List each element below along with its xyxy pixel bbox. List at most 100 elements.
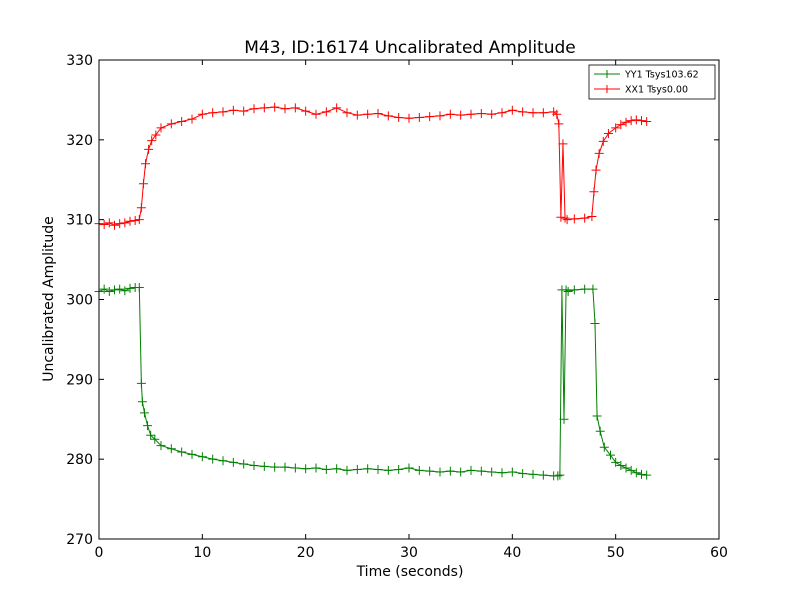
data-point: [138, 179, 148, 189]
data-point: [599, 442, 609, 452]
x-tick-label: 0: [95, 545, 104, 561]
data-point: [120, 218, 130, 228]
data-point: [642, 470, 652, 480]
data-point: [363, 464, 373, 474]
data-point: [538, 470, 548, 480]
data-point: [156, 441, 166, 451]
data-point: [290, 103, 300, 113]
data-point: [518, 107, 528, 117]
data-point: [631, 115, 641, 125]
data-point: [134, 283, 144, 293]
data-point: [538, 108, 548, 118]
data-point: [561, 285, 571, 295]
data-point: [497, 108, 507, 118]
data-point: [311, 109, 321, 119]
x-tick-label: 20: [297, 545, 315, 561]
data-point: [588, 284, 598, 294]
data-point: [259, 103, 269, 113]
data-point: [139, 408, 149, 418]
data-point: [556, 212, 566, 222]
data-point: [466, 109, 476, 119]
data-point: [589, 187, 599, 197]
data-point: [321, 107, 331, 117]
data-point: [587, 211, 597, 221]
data-point: [110, 220, 119, 230]
data-point: [147, 136, 157, 146]
y-tick-label: 280: [66, 452, 93, 468]
data-point: [321, 465, 331, 475]
data-point: [611, 457, 621, 467]
data-point: [373, 465, 383, 475]
data-point: [394, 465, 404, 475]
data-point: [166, 119, 176, 129]
y-tick-label: 270: [66, 532, 93, 548]
data-point: [606, 450, 615, 460]
data-point: [466, 465, 476, 475]
data-point: [414, 465, 424, 475]
data-point: [301, 106, 311, 116]
x-tick-label: 40: [503, 545, 521, 561]
data-point: [146, 430, 156, 440]
data-point: [595, 426, 605, 436]
data-point: [569, 285, 579, 295]
axis-ticks: [98, 59, 720, 540]
data-point: [150, 434, 160, 444]
y-tick-label: 330: [66, 53, 93, 69]
data-point: [598, 136, 608, 146]
data-point: [115, 284, 125, 294]
y-axis-title: Uncalibrated Amplitude: [41, 216, 57, 382]
legend: YY1 Tsys103.62 XX1 Tsys0.00: [588, 64, 716, 100]
data-point: [115, 219, 125, 229]
data-point: [218, 456, 228, 466]
data-point: [363, 109, 373, 119]
data-point: [301, 464, 311, 474]
data-point: [120, 286, 130, 296]
data-point: [99, 284, 109, 294]
data-point: [197, 452, 207, 462]
data-point: [187, 114, 197, 124]
y-tick-label: 290: [66, 372, 93, 388]
data-point: [553, 471, 563, 481]
data-point: [259, 461, 269, 471]
data-point: [637, 116, 646, 126]
data-point: [425, 112, 435, 122]
y-tick-label: 320: [66, 133, 93, 149]
data-point: [228, 105, 238, 115]
data-point: [239, 106, 249, 116]
series-layer: [94, 102, 652, 481]
data-point: [563, 287, 573, 297]
x-tick-label: 30: [400, 545, 418, 561]
x-tick-label: 50: [607, 545, 625, 561]
data-point: [311, 463, 321, 473]
data-point: [435, 467, 445, 477]
data-point: [280, 462, 290, 472]
data-point: [104, 287, 114, 297]
data-point: [130, 215, 140, 225]
data-point: [445, 466, 455, 476]
data-point: [373, 108, 383, 118]
data-point: [187, 449, 197, 459]
legend-marker: [603, 85, 611, 93]
data-point: [456, 467, 466, 477]
data-point: [239, 459, 249, 469]
data-point: [197, 109, 207, 119]
data-point: [249, 104, 259, 114]
data-point: [621, 117, 631, 127]
data-point: [332, 103, 342, 113]
data-point: [208, 454, 218, 464]
data-point: [270, 102, 280, 112]
data-point: [99, 219, 109, 229]
data-point: [616, 120, 626, 130]
data-point: [487, 109, 497, 119]
data-point: [611, 123, 621, 133]
x-axis-title: Time (seconds): [356, 564, 464, 580]
legend-label: YY1 Tsys103.62: [624, 70, 699, 81]
data-point: [560, 213, 570, 223]
data-point: [290, 463, 300, 473]
data-point: [592, 411, 602, 421]
data-point: [631, 468, 641, 478]
x-tick-label: 60: [710, 545, 728, 561]
data-point: [342, 108, 352, 118]
data-point: [143, 421, 153, 431]
